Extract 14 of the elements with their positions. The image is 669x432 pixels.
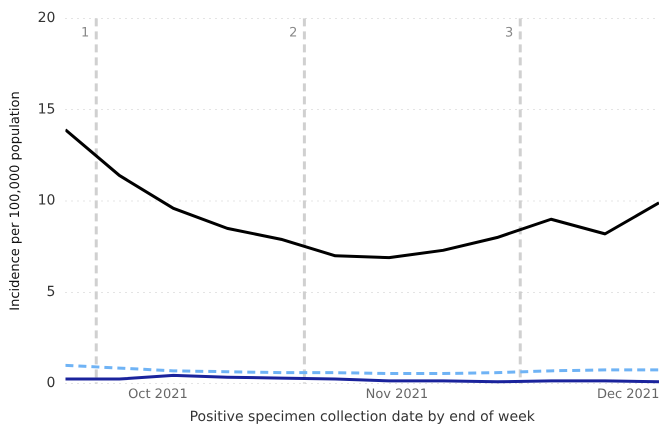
y-axis-title: Incidence per 100,000 population: [8, 91, 24, 311]
ref-line-label: 3: [504, 25, 514, 40]
y-tick-label: 5: [46, 284, 56, 300]
y-tick-label: 10: [38, 192, 56, 209]
x-tick-label: Oct 2021: [128, 386, 188, 402]
x-tick-label: Nov 2021: [366, 386, 428, 402]
y-tick-label: 20: [38, 10, 56, 26]
x-axis-title: Positive specimen collection date by end of week: [190, 409, 536, 426]
ref-line-label: 2: [289, 25, 298, 40]
ref-line-label: 1: [80, 25, 90, 40]
x-tick-label: Dec 2021: [596, 386, 660, 402]
line-series: [65, 364, 659, 376]
y-tick-label: 15: [38, 101, 56, 118]
y-tick-label: 0: [46, 375, 56, 392]
